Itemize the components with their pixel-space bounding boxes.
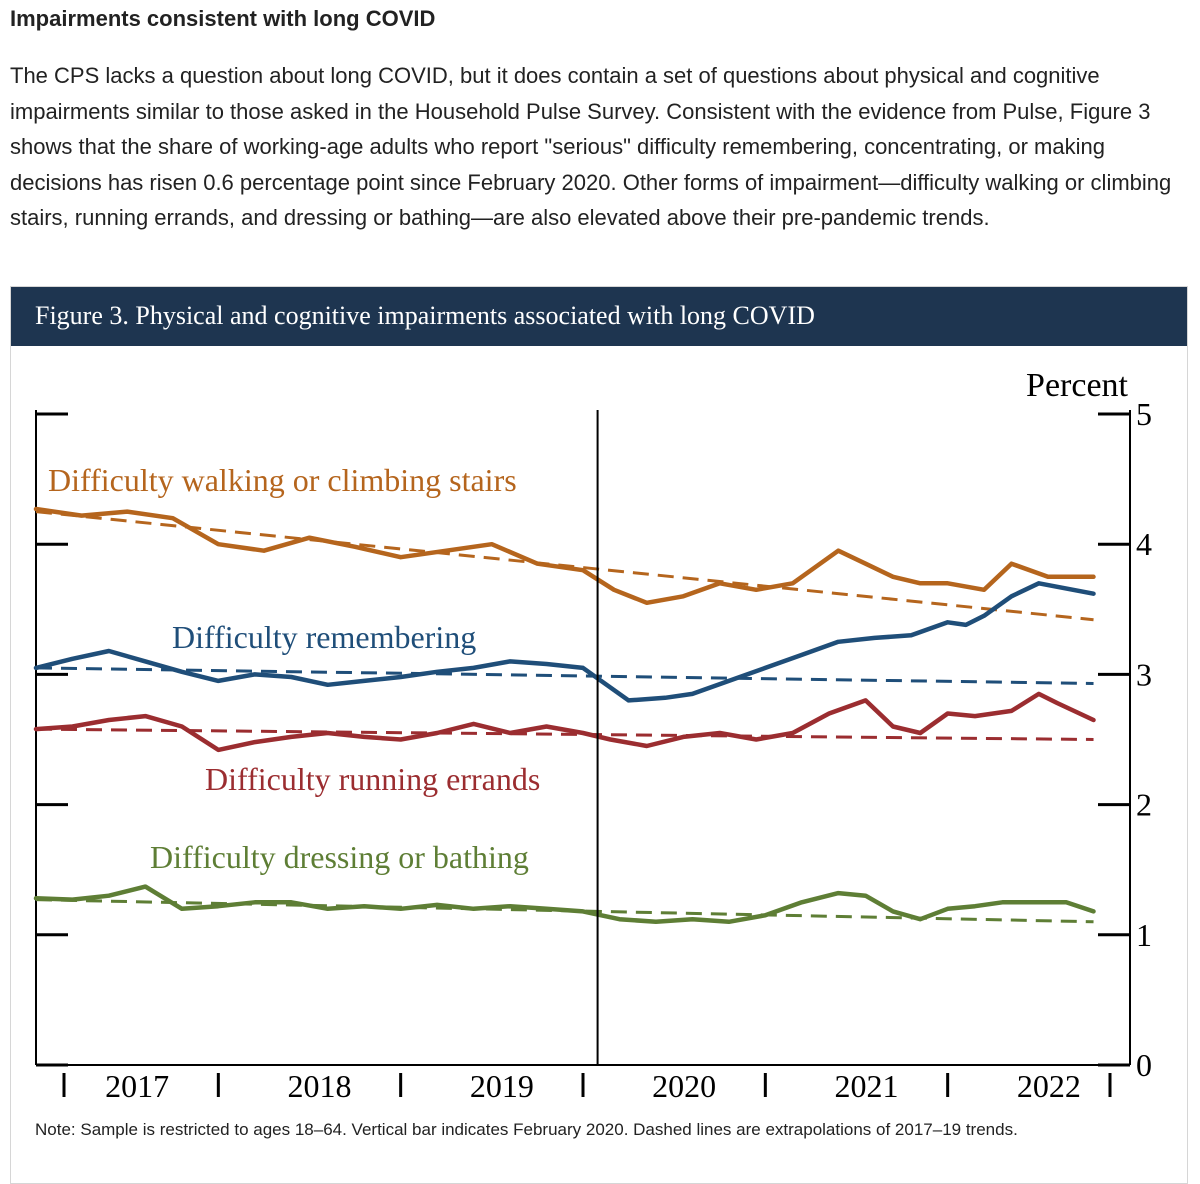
series-line-1 [33, 581, 1096, 703]
series-label-remembering: Difficulty remembering [172, 619, 476, 655]
y-tick-label: 4 [1136, 526, 1152, 562]
intro-paragraph: The CPS lacks a question about long COVI… [10, 63, 1172, 230]
section-heading: Impairments consistent with long COVID [10, 6, 436, 31]
figure-title: Figure 3. Physical and cognitive impairm… [35, 301, 815, 330]
x-axis-ticks: 2017 2018 2019 2020 2021 2022 [62, 1068, 1112, 1104]
x-tick-label: 2021 [835, 1068, 899, 1104]
x-tick-label: 2022 [1017, 1068, 1081, 1104]
y-tick-label: 3 [1136, 656, 1152, 692]
series-label-walking: Difficulty walking or climbing stairs [48, 462, 517, 498]
x-tick-label: 2019 [470, 1068, 534, 1104]
trend-line-2 [35, 727, 1094, 741]
series-line-0 [33, 506, 1096, 606]
y-tick-label: 2 [1136, 787, 1152, 823]
series-layer [33, 506, 1096, 925]
figure-note: Note: Sample is restricted to ages 18–64… [35, 1120, 1018, 1139]
series-line-3 [33, 884, 1096, 925]
y-tick-label: 0 [1136, 1047, 1152, 1083]
series-label-dressing: Difficulty dressing or bathing [150, 839, 529, 875]
x-tick-label: 2017 [105, 1068, 169, 1104]
series-label-errands: Difficulty running errands [205, 761, 540, 797]
x-tick-label: 2018 [288, 1068, 352, 1104]
series-line-2 [33, 691, 1096, 753]
figure-header: Figure 3. Physical and cognitive impairm… [11, 287, 1187, 346]
y-axis-label: Percent [1026, 367, 1129, 404]
trend-line-1 [35, 666, 1094, 686]
y-axis-ticks: 0 1 2 3 4 5 [36, 396, 1152, 1083]
x-tick-label: 2020 [652, 1068, 716, 1104]
y-tick-label: 5 [1136, 396, 1152, 432]
y-tick-label: 1 [1136, 917, 1152, 953]
